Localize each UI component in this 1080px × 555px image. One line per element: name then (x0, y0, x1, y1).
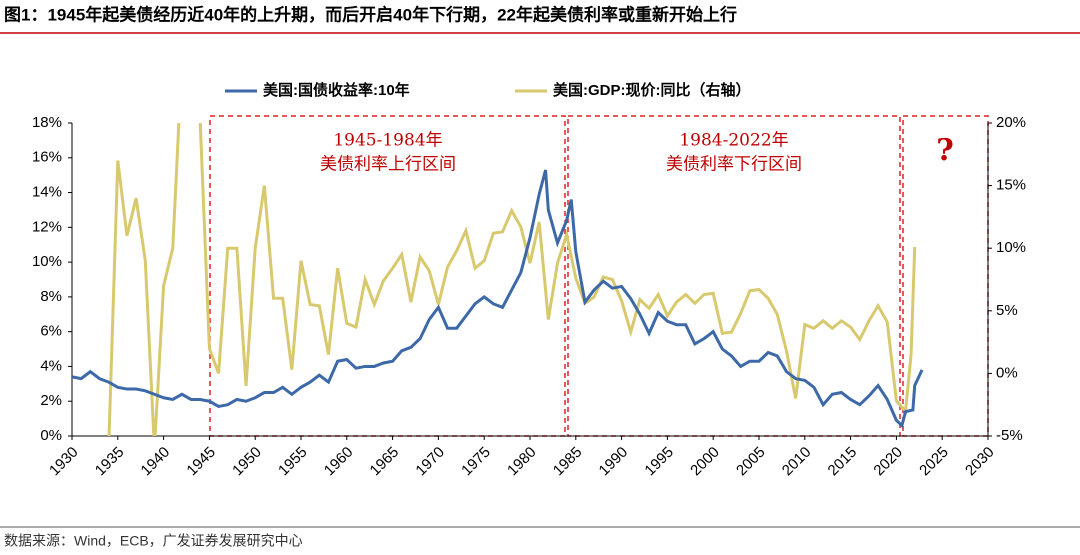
period-box (209, 115, 566, 437)
x-tick-label: 1985 (550, 444, 586, 480)
y-tick-label: 2% (40, 392, 62, 409)
x-tick-label: 1945 (183, 444, 219, 480)
x-tick-label: 2000 (687, 444, 723, 480)
x-tick-label: 1980 (504, 444, 540, 480)
x-tick-label: 2025 (916, 444, 952, 480)
annotation: 美债利率下行区间 (666, 155, 802, 175)
y-tick-label: 0% (40, 427, 62, 444)
x-tick-label: 1950 (229, 444, 265, 480)
x-tick-label: 1930 (46, 444, 82, 480)
x-tick-label: 2015 (825, 444, 861, 480)
y-tick-label: 6% (40, 323, 62, 340)
y2-tick-label: 10% (996, 239, 1026, 256)
x-tick-label: 1960 (321, 444, 357, 480)
x-tick-label: 2030 (962, 444, 998, 480)
y2-tick-label: 20% (996, 114, 1026, 131)
x-tick-label: 1940 (138, 444, 174, 480)
y-tick-label: 18% (32, 114, 62, 131)
y-tick-label: 12% (32, 218, 62, 235)
y2-tick-label: 15% (996, 177, 1026, 194)
y2-tick-label: 5% (996, 302, 1018, 319)
x-tick-label: 2020 (870, 444, 906, 480)
x-tick-label: 2005 (733, 444, 769, 480)
annotation: 美债利率上行区间 (320, 155, 456, 175)
source: 数据来源：Wind，ECB，广发证券发展研究中心 (4, 533, 303, 549)
annotation: 1945-1984年 (333, 131, 442, 151)
x-tick-label: 1965 (367, 444, 403, 480)
x-tick-label: 1990 (596, 444, 632, 480)
legend-label: 美国:国债收益率:10年 (263, 81, 410, 99)
y-tick-label: 14% (32, 184, 62, 201)
y2-tick-label: -5% (996, 427, 1023, 444)
x-tick-label: 1955 (275, 444, 311, 480)
annotation: ? (936, 133, 954, 168)
series-line (107, 123, 917, 436)
chart-title: 图1：1945年起美债经历近40年的上升期，而后开启40年下行期，22年起美债利… (4, 4, 737, 24)
y-tick-label: 8% (40, 288, 62, 305)
x-tick-label: 2010 (779, 444, 815, 480)
legend-label: 美国:GDP:现价:同比（右轴） (553, 81, 751, 99)
x-tick-label: 1970 (412, 444, 448, 480)
y2-tick-label: 0% (996, 364, 1018, 381)
y-tick-label: 10% (32, 253, 62, 270)
x-tick-label: 1975 (458, 444, 494, 480)
y-tick-label: 4% (40, 357, 62, 374)
x-tick-label: 1995 (641, 444, 677, 480)
period-box (567, 115, 901, 437)
annotation: 1984-2022年 (679, 131, 788, 151)
y-tick-label: 16% (32, 149, 62, 166)
series-line (72, 169, 924, 429)
x-tick-label: 1935 (92, 444, 128, 480)
